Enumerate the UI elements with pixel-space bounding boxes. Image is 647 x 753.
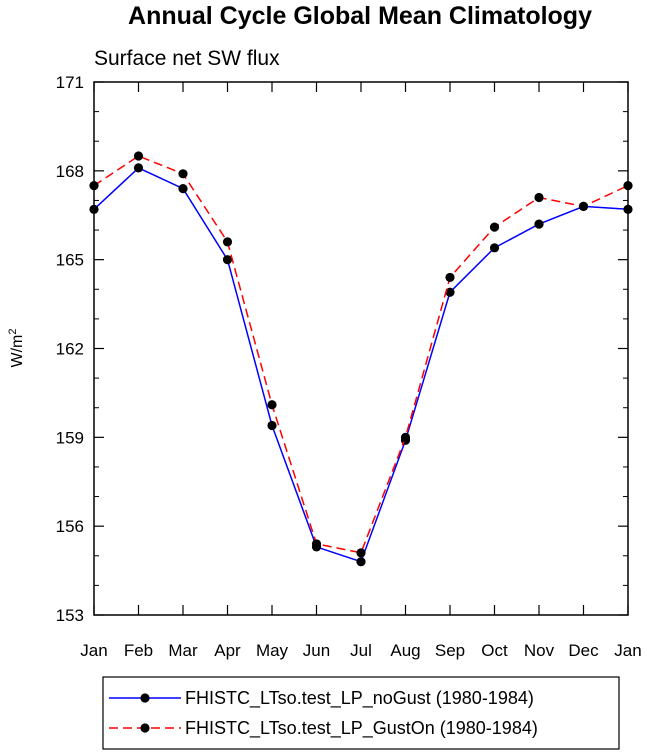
series-1-point	[489, 243, 500, 253]
y-tick-label: 156	[56, 517, 84, 536]
series-1-point	[178, 184, 188, 194]
x-tick-labels: Jan Feb Mar Apr May Jun Jul Aug Sep Oct Nov Dec Jan	[80, 641, 641, 660]
y-tick-label: 153	[56, 606, 84, 625]
x-tick-label: Feb	[124, 641, 153, 660]
series-2-point	[400, 432, 411, 442]
x-tick-label: Apr	[214, 641, 241, 660]
x-tick-label: Aug	[390, 641, 420, 660]
y-tick-labels: 153 156 159 162 165 168 171	[56, 73, 84, 625]
series-1-point	[356, 557, 366, 567]
series-1-point	[534, 219, 544, 229]
series-2-point	[222, 237, 233, 247]
legend-label-1: FHISTC_LTso.test_LP_noGust (1980-1984)	[185, 688, 534, 709]
series-1-point	[89, 204, 99, 214]
y-tick-label: 171	[56, 73, 84, 92]
series-layer	[89, 151, 633, 567]
series-1-point	[267, 420, 277, 431]
y-tick-label: 162	[56, 340, 84, 359]
series-2-point	[311, 539, 322, 549]
legend-marker-1	[140, 693, 150, 703]
series-2-point	[489, 222, 500, 232]
plot-frame	[93, 81, 629, 616]
x-tick-label: Jun	[303, 641, 330, 660]
series-2-point	[267, 400, 277, 410]
series-2-point	[356, 548, 366, 558]
x-tick-label: Sep	[435, 641, 465, 660]
series-2-point	[578, 201, 589, 211]
x-tick-label: Jan	[614, 641, 641, 660]
series-1-point	[623, 204, 633, 214]
series-line-1	[93, 167, 629, 563]
x-tick-label: Dec	[568, 641, 599, 660]
legend-label-2: FHISTC_LTso.test_LP_GustOn (1980-1984)	[185, 718, 538, 739]
y-axis-label: W/m2	[7, 329, 26, 368]
series-2-point	[534, 192, 544, 203]
minor-ticks	[94, 111, 628, 586]
legend-marker-2	[140, 723, 150, 733]
y-tick-label: 168	[56, 162, 84, 181]
series-1-point	[445, 287, 455, 297]
series-1-point	[133, 163, 144, 173]
x-tick-label: Nov	[524, 641, 555, 660]
y-tick-label: 159	[56, 428, 84, 447]
series-2-point	[89, 181, 99, 191]
x-tick-label: Jan	[80, 641, 107, 660]
x-tick-label: May	[256, 641, 289, 660]
series-2-point	[623, 181, 633, 191]
chart-title: Annual Cycle Global Mean Climatology	[128, 2, 592, 30]
series-2-point	[445, 272, 455, 283]
series-2-point	[133, 151, 144, 161]
y-tick-label: 165	[56, 251, 84, 270]
legend-box	[102, 676, 620, 750]
legend: FHISTC_LTso.test_LP_noGust (1980-1984) FH…	[109, 688, 538, 739]
x-tick-label: Jul	[350, 641, 372, 660]
major-ticks	[93, 81, 629, 616]
series-line-2	[93, 155, 629, 554]
series-1-point	[222, 255, 233, 265]
x-tick-label: Mar	[168, 641, 198, 660]
chart-subtitle: Surface net SW flux	[94, 47, 280, 70]
x-tick-label: Oct	[481, 641, 508, 660]
series-2-point	[178, 169, 188, 179]
